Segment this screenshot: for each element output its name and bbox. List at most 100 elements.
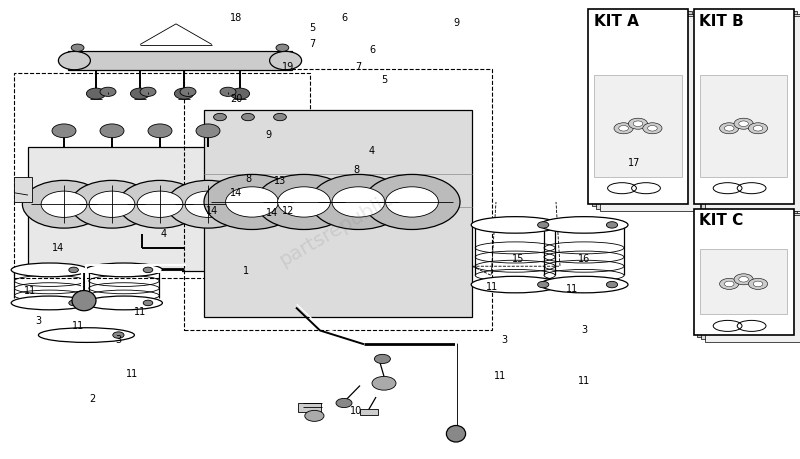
Bar	[702, 213, 800, 340]
Text: 5: 5	[309, 22, 315, 33]
Ellipse shape	[86, 296, 162, 310]
Text: 19: 19	[282, 62, 294, 72]
Text: 14: 14	[51, 243, 64, 253]
Circle shape	[89, 191, 135, 218]
Circle shape	[242, 113, 254, 121]
Circle shape	[648, 125, 657, 131]
Text: 11: 11	[566, 284, 578, 294]
Circle shape	[100, 87, 116, 96]
Text: 3: 3	[35, 316, 42, 326]
Circle shape	[70, 180, 154, 228]
Text: 20: 20	[230, 94, 242, 104]
Bar	[702, 14, 800, 209]
Circle shape	[256, 174, 352, 230]
Circle shape	[336, 398, 352, 408]
Text: 3: 3	[581, 325, 587, 336]
Circle shape	[725, 281, 734, 286]
Ellipse shape	[11, 263, 88, 277]
Ellipse shape	[11, 296, 88, 310]
Bar	[700, 249, 787, 314]
Circle shape	[606, 222, 618, 228]
Bar	[68, 51, 292, 70]
Ellipse shape	[540, 217, 628, 233]
Bar	[588, 9, 688, 204]
Text: partsrepublic: partsrepublic	[275, 189, 397, 270]
Text: 13: 13	[274, 176, 286, 186]
Circle shape	[276, 44, 289, 51]
Circle shape	[305, 410, 324, 421]
Text: 14: 14	[266, 208, 278, 218]
Text: 2: 2	[89, 394, 95, 404]
Circle shape	[372, 376, 396, 390]
Text: 17: 17	[628, 158, 641, 168]
Text: 6: 6	[341, 13, 347, 23]
Text: KIT C: KIT C	[699, 213, 743, 229]
Circle shape	[230, 88, 250, 99]
Circle shape	[332, 187, 385, 217]
Circle shape	[749, 123, 768, 134]
Circle shape	[754, 125, 763, 131]
Circle shape	[739, 276, 749, 282]
Bar	[594, 75, 682, 177]
Text: 9: 9	[265, 130, 271, 140]
Bar	[705, 215, 800, 341]
Circle shape	[113, 332, 124, 338]
Circle shape	[180, 87, 196, 96]
Text: 18: 18	[230, 13, 242, 23]
Circle shape	[643, 123, 662, 134]
Bar	[705, 16, 800, 211]
Circle shape	[719, 123, 739, 134]
Ellipse shape	[540, 276, 628, 293]
Text: KIT B: KIT B	[699, 14, 744, 29]
Circle shape	[734, 274, 754, 285]
Text: 14: 14	[230, 188, 242, 198]
Polygon shape	[204, 110, 472, 317]
Circle shape	[137, 191, 183, 218]
Circle shape	[278, 187, 330, 217]
Circle shape	[754, 281, 763, 286]
Ellipse shape	[72, 291, 96, 311]
Bar	[698, 211, 798, 337]
Circle shape	[204, 174, 300, 230]
Bar	[14, 73, 310, 278]
Text: 9: 9	[453, 18, 459, 28]
Circle shape	[386, 187, 438, 217]
Text: 7: 7	[355, 62, 362, 72]
Circle shape	[69, 267, 78, 273]
Ellipse shape	[38, 328, 134, 342]
Ellipse shape	[86, 263, 162, 277]
Circle shape	[614, 123, 634, 134]
Circle shape	[196, 124, 220, 138]
Circle shape	[538, 281, 549, 288]
Text: 3: 3	[501, 335, 507, 345]
Circle shape	[374, 354, 390, 364]
Circle shape	[749, 278, 768, 290]
Text: 5: 5	[381, 75, 387, 85]
Ellipse shape	[471, 217, 559, 233]
Text: 3: 3	[115, 335, 122, 345]
Bar	[14, 177, 32, 202]
Bar	[184, 69, 492, 330]
Circle shape	[739, 121, 749, 126]
Circle shape	[734, 118, 754, 129]
Circle shape	[629, 118, 648, 129]
Text: 14: 14	[206, 206, 218, 216]
Circle shape	[22, 180, 106, 228]
Circle shape	[166, 180, 250, 228]
Text: 11: 11	[72, 321, 85, 331]
Bar	[700, 75, 787, 177]
Circle shape	[143, 267, 153, 273]
Text: 11: 11	[126, 369, 138, 379]
Text: 12: 12	[282, 206, 294, 216]
Text: 16: 16	[578, 254, 590, 264]
Circle shape	[220, 87, 236, 96]
Circle shape	[71, 44, 84, 51]
Circle shape	[619, 125, 629, 131]
Text: KIT A: KIT A	[594, 14, 638, 29]
Text: 4: 4	[369, 146, 375, 157]
Bar	[360, 409, 378, 415]
Text: 11: 11	[486, 282, 498, 292]
Bar	[698, 11, 798, 207]
Circle shape	[719, 278, 739, 290]
Circle shape	[606, 281, 618, 288]
